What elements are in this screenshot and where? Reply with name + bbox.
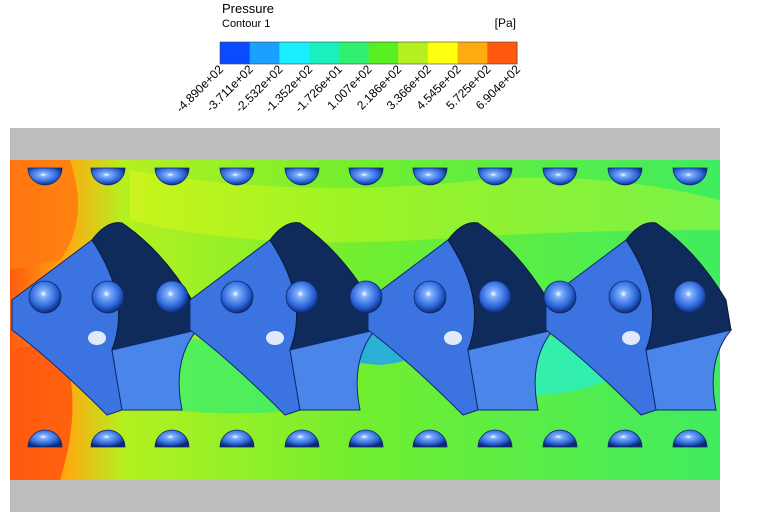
half-sphere bbox=[27, 429, 63, 448]
colorbar: -4.890e+02-3.711e+02-2.532e+02-1.352e+02… bbox=[173, 41, 523, 115]
sphere bbox=[285, 280, 319, 314]
colorbar-band bbox=[220, 42, 251, 64]
balls bbox=[27, 167, 708, 448]
highlight bbox=[266, 331, 284, 345]
colorbar-band bbox=[309, 42, 340, 64]
colorbar-band bbox=[279, 42, 310, 64]
wall-top bbox=[10, 128, 720, 160]
colorbar-band bbox=[249, 42, 280, 64]
half-sphere bbox=[672, 429, 708, 448]
colorbar-band bbox=[487, 42, 518, 64]
sphere bbox=[673, 280, 707, 314]
sphere bbox=[349, 280, 383, 314]
domain bbox=[10, 128, 750, 512]
wall-bottom bbox=[10, 480, 720, 512]
half-sphere bbox=[477, 429, 513, 448]
highlight bbox=[622, 331, 640, 345]
half-sphere bbox=[607, 429, 643, 448]
half-sphere bbox=[284, 167, 320, 186]
half-sphere bbox=[412, 167, 448, 186]
colorbar-frame bbox=[219, 41, 518, 65]
sphere bbox=[91, 280, 125, 314]
colorbar-band bbox=[457, 42, 488, 64]
colorbar-band bbox=[338, 42, 369, 64]
half-sphere bbox=[412, 429, 448, 448]
sphere bbox=[28, 280, 62, 314]
legend-unit: [Pa] bbox=[495, 16, 516, 30]
sphere bbox=[478, 280, 512, 314]
contour-region bbox=[130, 170, 720, 243]
half-sphere bbox=[154, 429, 190, 448]
half-sphere bbox=[607, 167, 643, 186]
sphere bbox=[608, 280, 642, 314]
legend-subtitle: Contour 1 bbox=[222, 18, 270, 30]
colorbar-band bbox=[398, 42, 429, 64]
half-sphere bbox=[672, 167, 708, 186]
screw-flight-lower bbox=[645, 329, 733, 411]
contour-region bbox=[10, 160, 78, 270]
half-sphere bbox=[542, 429, 578, 448]
sphere bbox=[220, 280, 254, 314]
colorbar-band bbox=[368, 42, 399, 64]
half-sphere bbox=[284, 429, 320, 448]
colorbar-band bbox=[427, 42, 459, 64]
half-sphere bbox=[90, 429, 126, 448]
half-sphere bbox=[542, 167, 578, 186]
sphere bbox=[543, 280, 577, 314]
half-sphere bbox=[219, 429, 255, 448]
half-sphere bbox=[154, 167, 190, 186]
half-sphere bbox=[27, 167, 63, 186]
half-sphere bbox=[219, 167, 255, 186]
half-sphere bbox=[348, 167, 384, 186]
half-sphere bbox=[90, 167, 126, 186]
sphere bbox=[413, 280, 447, 314]
highlight bbox=[88, 331, 106, 345]
half-sphere bbox=[477, 167, 513, 186]
half-sphere bbox=[348, 429, 384, 448]
sphere bbox=[155, 280, 189, 314]
highlight bbox=[444, 331, 462, 345]
legend-title: Pressure bbox=[222, 1, 274, 16]
